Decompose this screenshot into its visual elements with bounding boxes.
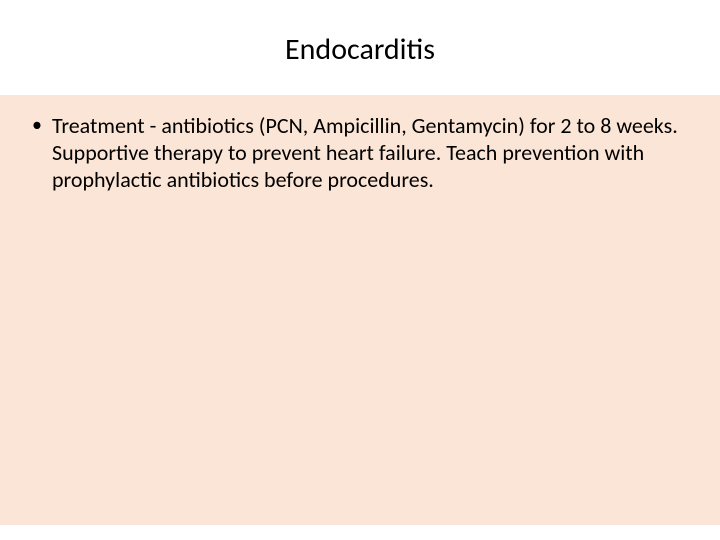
- title-region: Endocarditis: [0, 18, 720, 80]
- slide-title: Endocarditis: [285, 31, 435, 68]
- content-region: Treatment - antibiotics (PCN, Ampicillin…: [0, 95, 720, 525]
- list-item: Treatment - antibiotics (PCN, Ampicillin…: [30, 113, 690, 193]
- slide: Endocarditis Treatment - antibiotics (PC…: [0, 0, 720, 540]
- bullet-list: Treatment - antibiotics (PCN, Ampicillin…: [30, 113, 690, 193]
